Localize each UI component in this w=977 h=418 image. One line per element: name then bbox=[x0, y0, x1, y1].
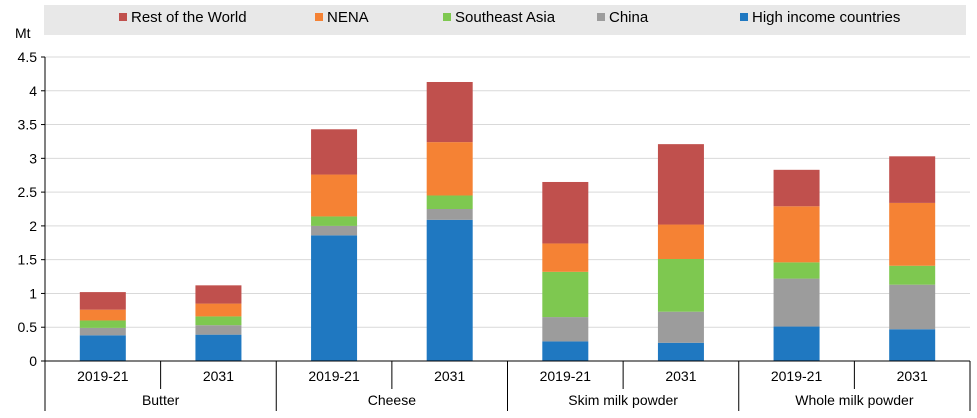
bar-skim-milk-powder-2031-china bbox=[657, 311, 704, 343]
y-tick-label: 0.5 bbox=[18, 319, 38, 335]
bar-butter-2019-21-nena bbox=[79, 309, 126, 321]
x-axis-labels: 2019-21 2031 2019-21 2031 2019-21 2031 2019-21… bbox=[77, 368, 928, 408]
y-axis-unit-label: Mt bbox=[15, 25, 31, 41]
bar-skim-milk-powder-2019-21-rest-of-the-world bbox=[542, 181, 589, 244]
legend-swatch-high-income-countries bbox=[740, 13, 748, 21]
bar-cheese-2031-southeast-asia bbox=[426, 195, 473, 209]
x-category-label: 2019-21 bbox=[77, 368, 129, 384]
bar-butter-2031-rest-of-the-world bbox=[195, 285, 242, 304]
x-category-label: 2031 bbox=[897, 368, 928, 384]
bar-cheese-2019-21-southeast-asia bbox=[311, 216, 358, 226]
legend-label-high-income-countries: High income countries bbox=[752, 9, 900, 26]
y-tick-label: 3 bbox=[29, 150, 37, 166]
bar-skim-milk-powder-2031-rest-of-the-world bbox=[657, 144, 704, 225]
legend-swatch-rest-of-the-world bbox=[119, 13, 127, 21]
bar-cheese-2031-rest-of-the-world bbox=[426, 81, 473, 143]
y-tick-label: 0 bbox=[29, 353, 37, 369]
legend-swatch-nena bbox=[315, 13, 323, 21]
bar-skim-milk-powder-2031-southeast-asia bbox=[657, 258, 704, 312]
bar-skim-milk-powder-2031-high-income-countries bbox=[657, 342, 704, 361]
bar-skim-milk-powder-2019-21-southeast-asia bbox=[542, 271, 589, 318]
x-category-label: 2019-21 bbox=[308, 368, 360, 384]
bar-butter-2019-21-southeast-asia bbox=[79, 320, 126, 328]
bar-butter-2031-southeast-asia bbox=[195, 316, 242, 326]
bar-cheese-2031-high-income-countries bbox=[426, 219, 473, 361]
axes bbox=[44, 57, 971, 411]
bar-whole-milk-powder-2031-southeast-asia bbox=[889, 265, 936, 285]
y-tick-label: 1.5 bbox=[18, 252, 38, 268]
bar-cheese-2031-nena bbox=[426, 142, 473, 196]
bar-butter-2031-china bbox=[195, 325, 242, 335]
bar-whole-milk-powder-2019-21-southeast-asia bbox=[773, 262, 820, 279]
legend-label-southeast-asia: Southeast Asia bbox=[455, 9, 556, 26]
bar-cheese-2019-21-rest-of-the-world bbox=[311, 129, 358, 175]
legend-background bbox=[44, 5, 966, 35]
legend-swatch-southeast-asia bbox=[443, 13, 451, 21]
y-axis-ticks: 0 0.5 1 1.5 2 2.5 3 3.5 4 4.5 bbox=[18, 49, 45, 369]
x-group-label-cheese: Cheese bbox=[368, 392, 416, 408]
bar-whole-milk-powder-2031-rest-of-the-world bbox=[889, 156, 936, 203]
legend-label-china: China bbox=[609, 9, 649, 26]
bar-butter-2019-21-high-income-countries bbox=[79, 335, 126, 361]
y-tick-label: 3.5 bbox=[18, 117, 38, 133]
y-tick-label: 2 bbox=[29, 218, 37, 234]
bar-whole-milk-powder-2031-nena bbox=[889, 202, 936, 266]
bar-skim-milk-powder-2019-21-nena bbox=[542, 243, 589, 272]
bar-cheese-2031-china bbox=[426, 209, 473, 220]
legend-label-rest-of-the-world: Rest of the World bbox=[131, 9, 247, 26]
legend-label-nena: NENA bbox=[327, 9, 369, 26]
bar-butter-2019-21-china bbox=[79, 327, 126, 336]
bar-whole-milk-powder-2019-21-nena bbox=[773, 206, 820, 263]
bar-whole-milk-powder-2019-21-high-income-countries bbox=[773, 326, 820, 361]
gridlines bbox=[45, 56, 970, 328]
x-group-label-whole-milk-powder: Whole milk powder bbox=[795, 392, 914, 408]
x-category-label: 2031 bbox=[203, 368, 234, 384]
bar-cheese-2019-21-nena bbox=[311, 174, 358, 217]
bar-butter-2019-21-rest-of-the-world bbox=[79, 292, 126, 310]
y-tick-label: 1 bbox=[29, 285, 37, 301]
x-group-label-skim-milk-powder: Skim milk powder bbox=[568, 392, 678, 408]
x-category-label: 2031 bbox=[665, 368, 696, 384]
bar-whole-milk-powder-2031-high-income-countries bbox=[889, 329, 936, 361]
bar-skim-milk-powder-2019-21-china bbox=[542, 317, 589, 342]
bar-cheese-2019-21-china bbox=[311, 225, 358, 236]
x-group-label-butter: Butter bbox=[142, 392, 180, 408]
bar-cheese-2019-21-high-income-countries bbox=[311, 235, 358, 361]
bar-whole-milk-powder-2019-21-china bbox=[773, 278, 820, 327]
bar-skim-milk-powder-2031-nena bbox=[657, 224, 704, 259]
bars bbox=[79, 81, 936, 361]
bar-butter-2031-nena bbox=[195, 303, 242, 317]
legend: Rest of the World NENA Southeast Asia China… bbox=[119, 9, 900, 26]
bar-skim-milk-powder-2019-21-high-income-countries bbox=[542, 341, 589, 361]
x-category-label: 2019-21 bbox=[540, 368, 592, 384]
y-tick-label: 4.5 bbox=[18, 49, 38, 65]
y-tick-label: 2.5 bbox=[18, 184, 38, 200]
x-category-label: 2019-21 bbox=[771, 368, 823, 384]
x-category-label: 2031 bbox=[434, 368, 465, 384]
legend-swatch-china bbox=[597, 13, 605, 21]
bar-whole-milk-powder-2031-china bbox=[889, 284, 936, 330]
bar-whole-milk-powder-2019-21-rest-of-the-world bbox=[773, 169, 820, 207]
y-tick-label: 4 bbox=[29, 83, 37, 99]
bar-butter-2031-high-income-countries bbox=[195, 334, 242, 361]
